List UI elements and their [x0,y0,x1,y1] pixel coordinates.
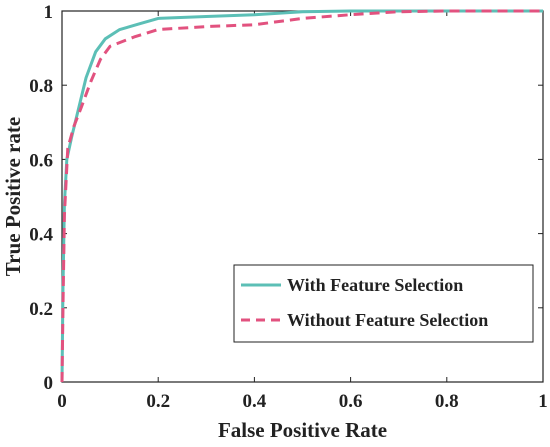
legend-box [233,264,534,343]
x-axis-ticks: 0 0.2 0.4 0.6 0.8 1 [57,11,548,412]
y-tick-label: 0.6 [29,150,53,171]
series-layer [60,9,543,383]
y-tick-label: 0 [44,373,54,394]
y-tick-label: 0.4 [29,225,53,246]
x-tick-label: 0.2 [146,391,170,412]
y-tick-label: 0.2 [29,299,53,320]
x-tick-label: 0.8 [435,391,459,412]
legend-label-without-feature-selection: Without Feature Selection [287,310,488,330]
y-tick-label: 0.8 [29,76,53,97]
x-tick-label: 1 [538,391,548,412]
legend-label-with-feature-selection: With Feature Selection [287,275,463,295]
series-line-without-feature-selection [60,9,543,383]
x-axis-label: False Positive Rate [218,418,387,442]
legend: With Feature Selection Without Feature S… [233,264,534,343]
x-tick-label: 0.4 [243,391,267,412]
x-tick-label: 0 [57,391,67,412]
y-axis-ticks: 0 0.2 0.4 0.6 0.8 1 [29,2,543,394]
y-axis-label: True Positive rate [1,117,25,276]
y-tick-label: 1 [44,2,54,23]
x-tick-label: 0.6 [339,391,363,412]
